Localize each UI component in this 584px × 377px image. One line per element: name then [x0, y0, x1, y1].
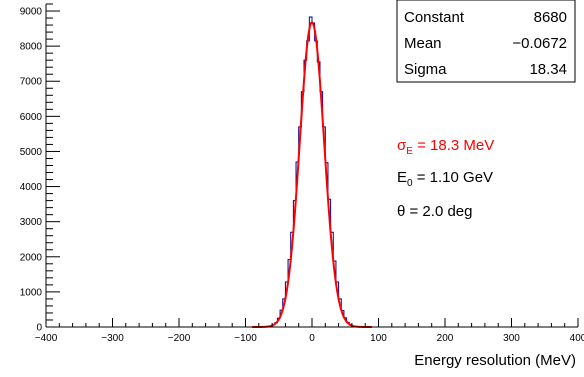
stat-label-mean: Mean — [404, 35, 442, 52]
y-tick-label: 8000 — [20, 42, 43, 53]
y-tick-label: 9000 — [20, 7, 43, 18]
x-tick-label: 200 — [437, 333, 454, 344]
stat-label-constant: Constant — [404, 9, 465, 26]
x-tick-label: −200 — [168, 333, 191, 344]
y-tick-label: 1000 — [20, 287, 43, 298]
stat-value-mean: −0.0672 — [512, 35, 567, 52]
y-tick-label: 6000 — [20, 112, 43, 123]
x-tick-label: 400 — [570, 333, 584, 344]
x-tick-label: −400 — [35, 333, 58, 344]
x-axis-title: Energy resolution (MeV) — [414, 352, 576, 369]
e0-value: = 1.10 GeV — [413, 169, 493, 186]
sigma-symbol: σ — [397, 137, 407, 154]
y-tick-label: 7000 — [20, 77, 43, 88]
stat-label-sigma: Sigma — [404, 61, 447, 78]
x-tick-label: 0 — [309, 333, 315, 344]
theta-annotation: θ = 2.0 deg — [397, 203, 472, 220]
y-tick-label: 5000 — [20, 147, 43, 158]
y-tick-label: 4000 — [20, 182, 43, 193]
stats-box: Constant 8680 Mean −0.0672 Sigma 18.34 — [396, 0, 576, 83]
x-tick-label: 300 — [503, 333, 520, 344]
stat-value-sigma: 18.34 — [529, 61, 567, 78]
x-tick-label: 100 — [370, 333, 387, 344]
e0-symbol: E — [397, 169, 407, 186]
sigma-annotation: σE = 18.3 MeV — [397, 137, 494, 157]
x-tick-label: −100 — [234, 333, 257, 344]
sigma-value: = 18.3 MeV — [413, 137, 494, 154]
e0-subscript: 0 — [407, 178, 413, 189]
axes-layer: −400 −300 −200 −100 0 100 200 300 40001000200030… — [20, 3, 584, 344]
y-tick-label: 2000 — [20, 252, 43, 263]
stat-value-constant: 8680 — [534, 9, 567, 26]
y-tick-label: 3000 — [20, 217, 43, 228]
y-tick-label: 0 — [36, 323, 42, 334]
x-tick-label: −300 — [101, 333, 124, 344]
e0-annotation: E0 = 1.10 GeV — [397, 169, 493, 189]
sigma-subscript: E — [406, 146, 413, 157]
